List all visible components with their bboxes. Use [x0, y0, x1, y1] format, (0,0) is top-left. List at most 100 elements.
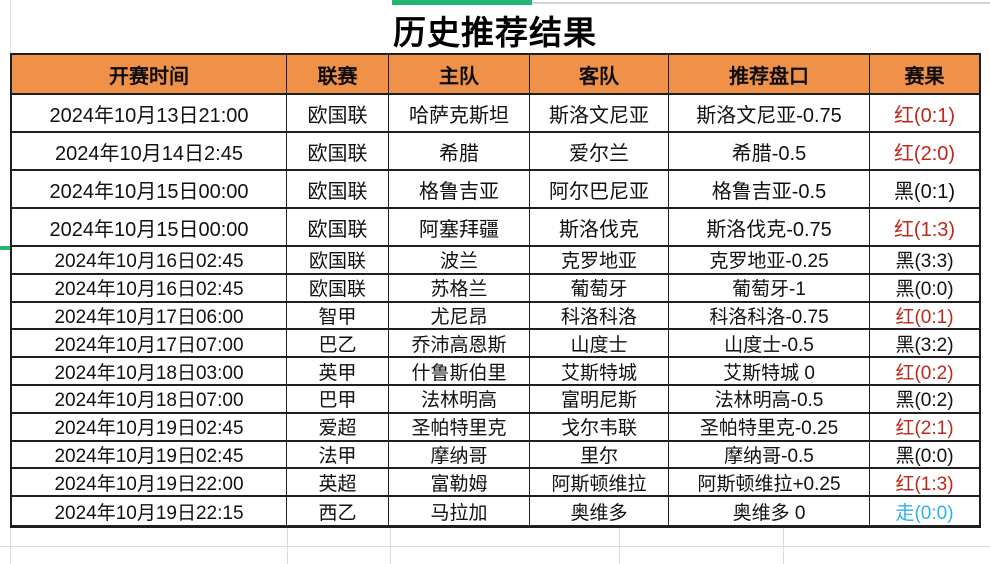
cell-league[interactable]: 欧国联 — [287, 133, 389, 171]
cell-result[interactable]: 红(2:1) — [870, 414, 979, 442]
cell-match-time[interactable]: 2024年10月18日03:00 — [12, 358, 287, 386]
cell-match-time[interactable]: 2024年10月17日07:00 — [12, 330, 287, 359]
cell-result[interactable]: 红(2:0) — [870, 133, 979, 171]
cell-league[interactable]: 欧国联 — [287, 247, 389, 275]
cell-match-time[interactable]: 2024年10月17日06:00 — [12, 302, 287, 331]
cell-home-team[interactable]: 乔沛高恩斯 — [389, 330, 530, 359]
cell-handicap[interactable]: 希腊-0.5 — [669, 133, 870, 171]
cell-league[interactable]: 巴乙 — [287, 330, 389, 359]
header-match-time[interactable]: 开赛时间 — [12, 55, 287, 95]
cell-home-team[interactable]: 马拉加 — [389, 497, 530, 525]
cell-away-team[interactable]: 葡萄牙 — [530, 274, 669, 303]
cell-home-team[interactable]: 圣帕特里克 — [389, 413, 530, 442]
sheet-title-cell[interactable]: 历史推荐结果 — [393, 14, 597, 51]
cell-home-team[interactable]: 哈萨克斯坦 — [389, 95, 530, 133]
cell-away-team[interactable]: 富明尼斯 — [530, 385, 669, 414]
header-away-team[interactable]: 客队 — [530, 55, 669, 95]
cell-league[interactable]: 欧国联 — [287, 171, 389, 209]
cell-league[interactable]: 英超 — [287, 469, 389, 498]
cell-away-team[interactable]: 斯洛文尼亚 — [530, 95, 669, 133]
cell-away-team[interactable]: 阿尔巴尼亚 — [530, 171, 669, 209]
cell-match-time[interactable]: 2024年10月13日21:00 — [12, 95, 287, 133]
header-home-team[interactable]: 主队 — [389, 55, 530, 95]
cell-result[interactable]: 红(1:3) — [870, 209, 979, 247]
cell-league[interactable]: 欧国联 — [287, 95, 389, 133]
cell-home-team[interactable]: 摩纳哥 — [389, 441, 530, 470]
cell-result[interactable]: 黑(3:2) — [870, 330, 979, 359]
table-row: 2024年10月13日21:00 欧国联 哈萨克斯坦 斯洛文尼亚 斯洛文尼亚-0… — [12, 95, 979, 133]
cell-handicap[interactable]: 山度士-0.5 — [669, 330, 870, 359]
cell-result[interactable]: 黑(0:1) — [870, 171, 979, 209]
cell-handicap[interactable]: 克罗地亚-0.25 — [669, 247, 870, 275]
cell-handicap[interactable]: 格鲁吉亚-0.5 — [669, 171, 870, 209]
cell-home-team[interactable]: 格鲁吉亚 — [389, 171, 530, 209]
cell-match-time[interactable]: 2024年10月15日00:00 — [12, 171, 287, 209]
cell-result[interactable]: 红(0:2) — [870, 358, 979, 386]
cell-league[interactable]: 爱超 — [287, 413, 389, 442]
gridline — [0, 546, 990, 547]
cell-handicap[interactable]: 葡萄牙-1 — [669, 274, 870, 303]
table-row: 2024年10月18日03:00 英甲 什鲁斯伯里 艾斯特城 艾斯特城 0 红(… — [12, 358, 979, 386]
cell-away-team[interactable]: 里尔 — [530, 441, 669, 470]
cell-home-team[interactable]: 尤尼昂 — [389, 302, 530, 331]
cell-league[interactable]: 巴甲 — [287, 385, 389, 414]
cell-result[interactable]: 红(1:3) — [870, 469, 979, 498]
cell-away-team[interactable]: 阿斯顿维拉 — [530, 469, 669, 498]
cell-away-team[interactable]: 山度士 — [530, 330, 669, 359]
cell-handicap[interactable]: 法林明高-0.5 — [669, 385, 870, 414]
gridline — [619, 528, 620, 564]
cell-match-time[interactable]: 2024年10月18日07:00 — [12, 385, 287, 414]
cell-league[interactable]: 英甲 — [287, 358, 389, 386]
gridline — [390, 528, 391, 564]
cell-league[interactable]: 欧国联 — [287, 209, 389, 247]
cell-home-team[interactable]: 什鲁斯伯里 — [389, 358, 530, 386]
cell-match-time[interactable]: 2024年10月16日02:45 — [12, 274, 287, 303]
cell-result[interactable]: 黑(3:3) — [870, 247, 979, 275]
gridline — [783, 528, 784, 564]
cell-handicap[interactable]: 圣帕特里克-0.25 — [669, 413, 870, 442]
cell-home-team[interactable]: 阿塞拜疆 — [389, 209, 530, 247]
cell-away-team[interactable]: 奥维多 — [530, 497, 669, 525]
cell-home-team[interactable]: 法林明高 — [389, 385, 530, 414]
cell-away-team[interactable]: 斯洛伐克 — [530, 209, 669, 247]
cell-result[interactable]: 红(0:1) — [870, 95, 979, 133]
table-row: 2024年10月17日07:00 巴乙 乔沛高恩斯 山度士 山度士-0.5 黑(… — [12, 330, 979, 359]
header-league[interactable]: 联赛 — [287, 55, 389, 95]
cell-league[interactable]: 欧国联 — [287, 274, 389, 303]
cell-away-team[interactable]: 戈尔韦联 — [530, 413, 669, 442]
cell-match-time[interactable]: 2024年10月16日02:45 — [12, 247, 287, 275]
cell-handicap[interactable]: 阿斯顿维拉+0.25 — [669, 469, 870, 498]
cell-match-time[interactable]: 2024年10月19日22:00 — [12, 469, 287, 498]
cell-result[interactable]: 黑(0:0) — [870, 275, 979, 303]
cell-home-team[interactable]: 富勒姆 — [389, 469, 530, 498]
cell-home-team[interactable]: 波兰 — [389, 247, 530, 275]
gridline — [10, 528, 11, 564]
cell-league[interactable]: 西乙 — [287, 497, 389, 525]
cell-handicap[interactable]: 斯洛文尼亚-0.75 — [669, 95, 870, 133]
cell-match-time[interactable]: 2024年10月14日2:45 — [12, 133, 287, 171]
cell-handicap[interactable]: 摩纳哥-0.5 — [669, 441, 870, 470]
cell-handicap[interactable]: 斯洛伐克-0.75 — [669, 209, 870, 247]
cell-away-team[interactable]: 克罗地亚 — [530, 247, 669, 275]
cell-match-time[interactable]: 2024年10月19日02:45 — [12, 413, 287, 442]
cell-result[interactable]: 黑(0:0) — [870, 442, 979, 470]
header-handicap[interactable]: 推荐盘口 — [669, 55, 870, 95]
cell-away-team[interactable]: 科洛科洛 — [530, 302, 669, 331]
cell-league[interactable]: 法甲 — [287, 441, 389, 470]
cell-home-team[interactable]: 希腊 — [389, 133, 530, 171]
cell-match-time[interactable]: 2024年10月15日00:00 — [12, 209, 287, 247]
cell-handicap[interactable]: 奥维多 0 — [669, 497, 870, 525]
cell-away-team[interactable]: 艾斯特城 — [530, 358, 669, 386]
cell-home-team[interactable]: 苏格兰 — [389, 274, 530, 303]
cell-match-time[interactable]: 2024年10月19日02:45 — [12, 441, 287, 470]
cell-handicap[interactable]: 科洛科洛-0.75 — [669, 302, 870, 331]
header-result[interactable]: 赛果 — [870, 55, 979, 95]
cell-match-time[interactable]: 2024年10月19日22:15 — [12, 497, 287, 525]
cell-result[interactable]: 黑(0:2) — [870, 386, 979, 414]
cell-result[interactable]: 走(0:0) — [895, 502, 954, 524]
selection-edge-mark — [0, 246, 10, 250]
cell-league[interactable]: 智甲 — [287, 302, 389, 331]
cell-handicap[interactable]: 艾斯特城 0 — [669, 358, 870, 386]
cell-away-team[interactable]: 爱尔兰 — [530, 133, 669, 171]
cell-result[interactable]: 红(0:1) — [870, 303, 979, 331]
